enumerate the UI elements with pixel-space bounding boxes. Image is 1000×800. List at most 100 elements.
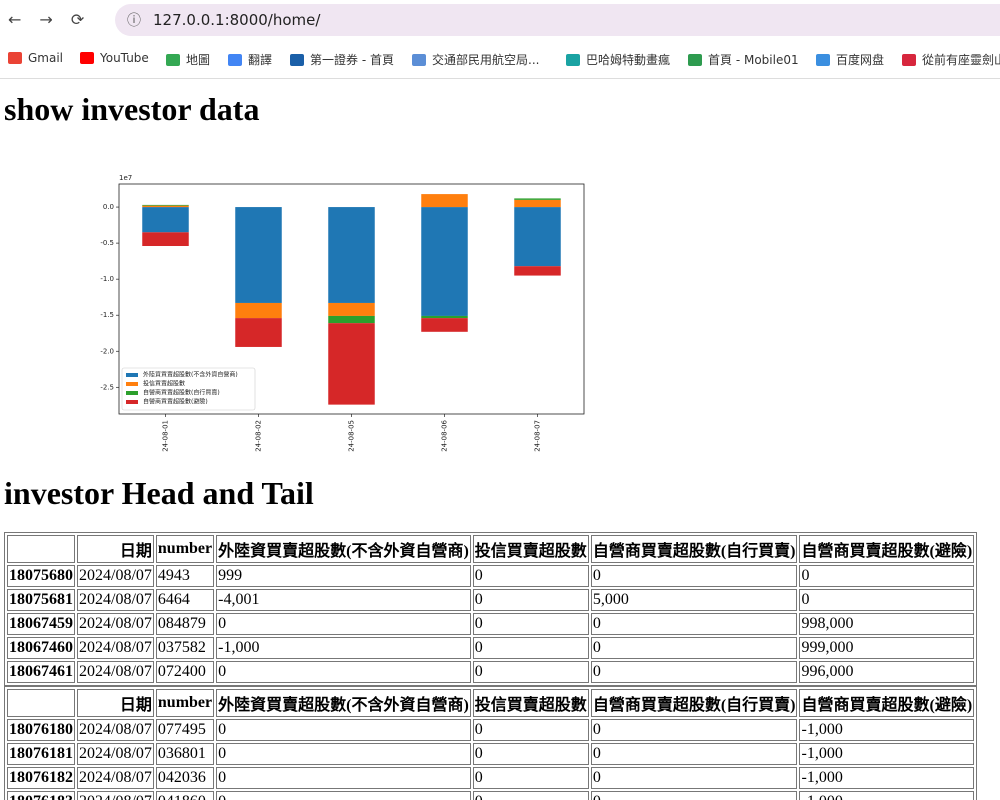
bar: [421, 207, 468, 316]
bookmark[interactable]: 第一證券 - 首頁: [290, 51, 394, 68]
legend: 外陸資買賣超股數(不含外資自營商)投信買賣超股數自營商買賣超股數(自行買賣)自營…: [121, 367, 256, 411]
bar: [328, 315, 375, 324]
table-row: 18067461 2024/08/07 072400 0 0 0 996,000: [7, 661, 975, 683]
bar: [142, 204, 189, 206]
x-tick-label: 24-08-01: [162, 420, 170, 452]
nav-buttons[interactable]: ←→⟳: [8, 10, 103, 29]
cell: 0: [472, 719, 589, 741]
cell: 0: [590, 637, 798, 659]
cell: 037582: [155, 637, 215, 659]
table-row: 18076180 2024/08/07 077495 0 0 0 -1,000: [7, 719, 975, 741]
bookmark-icon: [566, 54, 580, 66]
cell: 996,000: [799, 661, 975, 683]
bookmark[interactable]: 首頁 - Mobile01: [688, 51, 799, 68]
cell: 0: [216, 719, 471, 741]
bookmark[interactable]: 交通部民用航空局...: [412, 51, 539, 68]
cell: 0: [799, 565, 975, 587]
row-index: 18067459: [7, 613, 75, 635]
heading: show investor data: [4, 91, 260, 127]
bookmark[interactable]: 從前有座靈劍山: [902, 51, 1000, 68]
cell: 0: [216, 767, 471, 789]
cell: 0: [590, 791, 798, 800]
bookmark-icon: [290, 54, 304, 66]
table-body: 18075680 2024/08/07 4943 999 0 0 0 18075681 2024…: [7, 565, 975, 683]
bookmark[interactable]: 翻譯: [228, 51, 272, 68]
cell: 0: [590, 719, 798, 741]
row-index: 18076182: [7, 767, 75, 789]
bookmark-label: 從前有座靈劍山: [922, 53, 1000, 67]
cell: 2024/08/07: [77, 719, 154, 741]
cell: 5,000: [590, 589, 798, 611]
cell: 998,000: [799, 613, 975, 635]
bar: [142, 207, 189, 233]
cell: 0: [472, 661, 589, 683]
y-tick-label: -1.0: [100, 275, 114, 283]
row-index: 18067460: [7, 637, 75, 659]
legend-frame: [121, 367, 256, 411]
bookmark[interactable]: Gmail: [8, 51, 63, 65]
column-header: 日期: [77, 689, 154, 717]
bookmark[interactable]: 地圖: [166, 51, 210, 68]
row-index: 18067461: [7, 661, 75, 683]
cell: -1,000: [799, 791, 975, 800]
bar: [235, 302, 282, 319]
y-offset-label: 1e7: [119, 174, 132, 182]
cell: 4943: [155, 565, 215, 587]
bar: [328, 207, 375, 303]
y-tick-label: -2.5: [100, 383, 114, 391]
cell: 2024/08/07: [77, 637, 154, 659]
column-header: 投信買賣超股數: [472, 535, 589, 563]
bar: [514, 266, 561, 276]
legend-label: 自營商買賣超股數(避險): [143, 398, 208, 406]
url[interactable]: 127.0.0.1:8000/home/: [153, 11, 321, 29]
plot-frame: [118, 183, 585, 415]
bookmark[interactable]: 巴哈姆特動畫瘋: [566, 51, 670, 68]
legend-swatch: [126, 400, 138, 404]
bookmark-label: 地圖: [186, 53, 211, 67]
cell: 2024/08/07: [77, 743, 154, 765]
corner-cell: [7, 689, 75, 717]
tables: 日期 number 外陸資買賣超股數(不含外資自營商) 投信買賣超股數 自營商買賣超股數…: [4, 532, 978, 800]
cell: 2024/08/07: [77, 589, 154, 611]
info-icon[interactable]: ⓘ: [127, 13, 141, 29]
cell: 0: [472, 637, 589, 659]
bookmark-icon: [688, 54, 702, 66]
data-table: 日期 number 外陸資買賣超股數(不含外資自營商) 投信買賣超股數 自營商買賣超股數…: [4, 686, 978, 800]
y-tick-label: -2.0: [100, 347, 114, 355]
bookmark-icon: [166, 54, 180, 66]
address-bar[interactable]: ⓘ 127.0.0.1:8000/home/: [115, 4, 1000, 36]
bar: [235, 207, 282, 303]
cell: 999,000: [799, 637, 975, 659]
bookmark[interactable]: YouTube: [80, 51, 149, 65]
cell: 0: [590, 661, 798, 683]
bookmarks-bar: Gmail YouTube 地圖 翻譯 第一證券 - 首頁 交通部民用航空局... 巴哈姆特…: [0, 40, 1000, 79]
y-tick-label: -1.5: [100, 311, 114, 319]
table-row: 18075681 2024/08/07 6464 -4,001 0 5,000 0: [7, 589, 975, 611]
bookmark[interactable]: 百度网盘: [816, 51, 884, 68]
column-header: 投信買賣超股數: [472, 689, 589, 717]
header-row: 日期 number 外陸資買賣超股數(不含外資自營商) 投信買賣超股數 自營商買賣超股數…: [7, 535, 975, 563]
cell: 0: [472, 743, 589, 765]
bookmark-icon: [80, 52, 94, 64]
bookmark-icon: [412, 54, 426, 66]
cell: 036801: [155, 743, 215, 765]
x-tick-label: 24-08-02: [255, 420, 263, 452]
table-row: 18075680 2024/08/07 4943 999 0 0 0: [7, 565, 975, 587]
header-row: 日期 number 外陸資買賣超股數(不含外資自營商) 投信買賣超股數 自營商買賣超股數…: [7, 689, 975, 717]
x-tick-label: 24-08-06: [441, 419, 449, 451]
cell: 999: [216, 565, 471, 587]
table-row: 18067460 2024/08/07 037582 -1,000 0 0 999,000: [7, 637, 975, 659]
bar: [421, 318, 468, 332]
column-header: number: [155, 535, 215, 563]
legend-label: 投信買賣超股數: [143, 380, 185, 388]
cell: 077495: [155, 719, 215, 741]
data-table: 日期 number 外陸資買賣超股數(不含外資自營商) 投信買賣超股數 自營商買賣超股數…: [4, 532, 978, 686]
cell: 0: [590, 613, 798, 635]
table-row: 18076182 2024/08/07 042036 0 0 0 -1,000: [7, 767, 975, 789]
cell: 072400: [155, 661, 215, 683]
table-row: 180761832024/08/07041860000-1,000: [7, 791, 975, 800]
bookmark-label: 翻譯: [248, 53, 273, 67]
cell: 0: [590, 565, 798, 587]
